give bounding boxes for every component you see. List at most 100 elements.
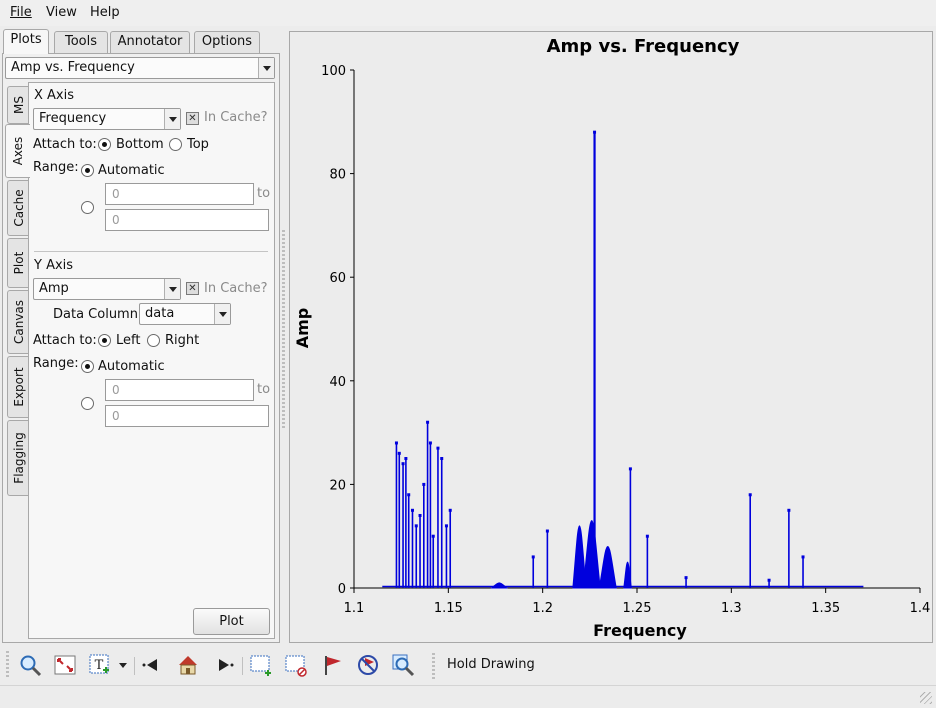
y-range-manual-radio[interactable] <box>81 397 94 410</box>
data-point <box>444 524 448 528</box>
side-tab-plot[interactable]: Plot <box>7 238 29 288</box>
menu-view[interactable]: View <box>46 5 77 20</box>
chevron-down-icon <box>164 109 180 129</box>
data-point <box>748 493 752 497</box>
zoom-icon[interactable] <box>18 653 42 677</box>
x-tick-label: 1.3 <box>721 601 742 616</box>
data-column-select[interactable]: data <box>139 303 231 325</box>
fit-icon[interactable] <box>53 653 77 677</box>
data-bump <box>598 546 617 589</box>
step-forward-icon[interactable] <box>212 653 236 677</box>
side-tab-canvas[interactable]: Canvas <box>7 290 29 354</box>
side-tab-axes[interactable]: Axes <box>5 124 30 178</box>
annotate-text-icon[interactable]: T <box>88 653 112 677</box>
menubar: File View Help <box>0 0 936 26</box>
x-range-min-input[interactable]: 0 <box>105 183 254 205</box>
menu-file[interactable]: File <box>10 5 32 20</box>
locate-icon[interactable] <box>391 653 415 677</box>
y-range-to-label: to <box>257 382 271 397</box>
side-tab-canvas-label: Canvas <box>11 299 26 345</box>
side-tab-flagging[interactable]: Flagging <box>7 420 29 496</box>
side-tab-ms[interactable]: MS <box>7 86 29 124</box>
select-region-icon[interactable] <box>249 653 273 677</box>
x-axis-heading: X Axis <box>34 88 75 103</box>
x-attach-bottom-label: Bottom <box>116 137 164 152</box>
data-point <box>404 457 408 460</box>
y-range-max-input[interactable]: 0 <box>105 405 269 427</box>
dropdown-arrow-icon[interactable] <box>116 653 130 677</box>
x-axis-select[interactable]: Frequency <box>33 108 181 130</box>
splitter-handle[interactable] <box>282 230 285 430</box>
x-range-manual-radio[interactable] <box>81 201 94 214</box>
chart-title: Amp vs. Frequency <box>547 36 740 57</box>
y-tick-label: 100 <box>321 64 346 79</box>
axes-panel <box>28 82 275 639</box>
side-tab-axes-label: Axes <box>11 136 25 166</box>
data-point <box>394 441 398 445</box>
chevron-down-icon <box>214 304 230 324</box>
x-tick-label: 1.2 <box>532 601 553 616</box>
data-point <box>531 555 535 559</box>
y-range-automatic-radio[interactable] <box>81 360 94 373</box>
side-tab-cache-label: Cache <box>11 189 26 227</box>
x-tick-label: 1.1 <box>344 601 365 616</box>
plot-canvas[interactable]: Amp vs. Frequency Frequency Amp 0 20 40 60 8… <box>290 32 934 644</box>
hold-drawing-label[interactable]: Hold Drawing <box>447 657 535 672</box>
data-point <box>431 534 435 538</box>
data-point <box>628 467 632 471</box>
x-range-max-input[interactable]: 0 <box>105 209 269 231</box>
toolbar-divider <box>134 657 135 675</box>
data-point <box>422 482 426 486</box>
tab-tools[interactable]: Tools <box>54 31 108 53</box>
y-in-cache-label: In Cache? <box>204 281 268 296</box>
data-bump <box>582 520 601 589</box>
data-point <box>397 451 401 455</box>
y-tick-label: 80 <box>329 168 346 183</box>
data-point <box>426 420 430 424</box>
x-tick-label: 1.35 <box>811 601 840 616</box>
x-attach-top-label: Top <box>187 137 209 152</box>
x-axis-select-value: Frequency <box>39 111 107 126</box>
data-bump <box>490 582 509 589</box>
x-tick-label: 1.25 <box>623 601 652 616</box>
flag-icon[interactable] <box>321 653 345 677</box>
x-in-cache-checkbox[interactable]: ✕ <box>186 112 199 125</box>
data-point <box>801 555 805 559</box>
step-back-icon[interactable] <box>140 653 164 677</box>
unflag-icon[interactable] <box>356 653 380 677</box>
x-range-label: Range: <box>33 160 79 175</box>
y-range-min-input[interactable]: 0 <box>105 379 254 401</box>
chevron-down-icon <box>164 279 180 299</box>
data-point <box>545 529 549 533</box>
y-in-cache-checkbox[interactable]: ✕ <box>186 282 199 295</box>
status-bar <box>0 685 936 708</box>
data-point <box>428 441 432 445</box>
data-point <box>787 508 791 512</box>
tab-plots[interactable]: Plots <box>3 29 49 54</box>
side-tab-export[interactable]: Export <box>7 356 29 418</box>
side-tab-export-label: Export <box>11 367 26 407</box>
data-point <box>645 534 649 538</box>
plot-select[interactable]: Amp vs. Frequency <box>5 57 275 79</box>
x-attach-top-radio[interactable] <box>169 138 182 151</box>
x-tick-label: 1.4 <box>910 601 931 616</box>
resize-grip-icon[interactable] <box>920 692 932 704</box>
y-range-label: Range: <box>33 356 79 371</box>
y-attach-label: Attach to: <box>33 333 97 348</box>
tab-options[interactable]: Options <box>194 31 260 53</box>
menu-help[interactable]: Help <box>90 5 120 20</box>
x-range-automatic-radio[interactable] <box>81 164 94 177</box>
data-column-label: Data Column: <box>53 307 143 322</box>
toolbar-grip <box>6 651 9 679</box>
data-point <box>593 130 597 134</box>
subtract-region-icon[interactable] <box>284 653 308 677</box>
x-attach-bottom-radio[interactable] <box>98 138 111 151</box>
side-tab-cache[interactable]: Cache <box>7 180 29 236</box>
data-point <box>684 576 688 580</box>
y-attach-right-radio[interactable] <box>147 334 160 347</box>
y-attach-left-radio[interactable] <box>98 334 111 347</box>
plot-button[interactable]: Plot <box>193 608 270 635</box>
home-icon[interactable] <box>176 653 200 677</box>
tab-annotator[interactable]: Annotator <box>110 31 190 53</box>
y-axis-select[interactable]: Amp <box>33 278 181 300</box>
